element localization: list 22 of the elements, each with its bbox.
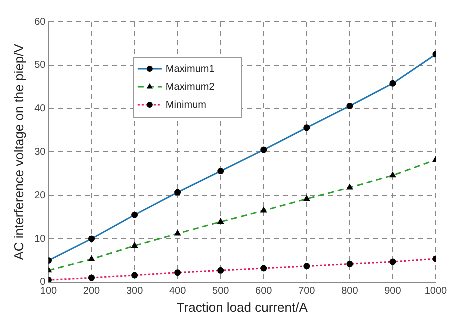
y-tick-label: 50 bbox=[34, 60, 46, 72]
y-axis-title: AC interference voltage on the piep/V bbox=[11, 44, 26, 260]
x-tick-label: 1000 bbox=[424, 286, 448, 298]
x-tick-label: 700 bbox=[298, 286, 316, 298]
x-tick-label: 500 bbox=[212, 286, 230, 298]
legend-label: Maximum2 bbox=[166, 82, 216, 93]
x-axis-title: Traction load current/A bbox=[176, 300, 308, 315]
y-tick-label: 10 bbox=[34, 234, 46, 245]
x-tick-label: 900 bbox=[384, 286, 402, 298]
legend-label: Minimum bbox=[166, 100, 206, 111]
y-tick-label: 20 bbox=[34, 190, 46, 202]
x-tick-label: 400 bbox=[169, 286, 187, 298]
x-tick-label: 200 bbox=[83, 286, 101, 298]
x-tick-label: 300 bbox=[126, 286, 144, 298]
x-tick-label: 100 bbox=[40, 286, 58, 298]
x-tick-label: 800 bbox=[342, 286, 359, 298]
y-tick-label: 40 bbox=[34, 104, 46, 115]
y-tick-label: 0 bbox=[40, 277, 46, 288]
legend-label: Maximum1 bbox=[166, 64, 216, 75]
y-tick-label: 30 bbox=[34, 146, 46, 158]
x-tick-label: 600 bbox=[256, 286, 273, 298]
y-tick-label: 60 bbox=[34, 16, 46, 28]
